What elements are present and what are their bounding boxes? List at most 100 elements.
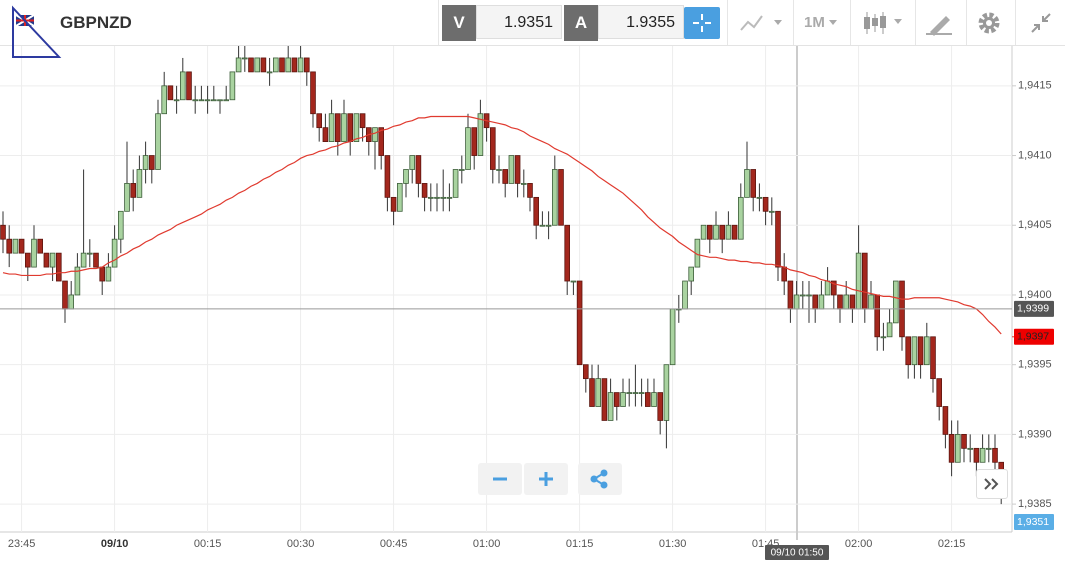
toolbar: GBPNZD V 1.9351 A 1.9355 1M	[0, 0, 1065, 58]
candle-body	[179, 71, 186, 101]
candle-body	[800, 294, 806, 297]
collapse-button[interactable]	[1028, 10, 1056, 38]
candle-body	[527, 183, 533, 198]
candle-body	[310, 71, 316, 115]
moving-average-line	[2, 115, 1002, 335]
candle-body	[601, 378, 608, 421]
crosshair-price-label-box	[1014, 300, 1054, 317]
candle-body	[186, 71, 192, 101]
y-tick-label: 1,9400	[1018, 289, 1052, 301]
candle-body	[347, 113, 353, 143]
candle-body	[713, 224, 719, 240]
x-tick-label: 02:15	[938, 538, 966, 550]
candle-body	[297, 57, 304, 73]
y-tick-label: 1,9385	[1018, 498, 1052, 510]
settings-button[interactable]	[976, 10, 1004, 38]
candle-body	[260, 57, 267, 73]
candle-body	[514, 155, 521, 184]
candle-body	[979, 447, 986, 463]
candle-body	[626, 392, 632, 394]
scroll-right-button[interactable]	[976, 469, 1008, 499]
last-price-label: 1,9351	[1017, 516, 1049, 528]
candle-body	[87, 252, 93, 255]
candle-body	[427, 196, 434, 199]
crosshair-time-box	[765, 545, 829, 560]
x-tick-label: 01:30	[659, 538, 687, 550]
candle-body	[769, 210, 775, 213]
candle-body	[744, 169, 750, 198]
candle-body	[31, 238, 37, 268]
candle-body	[663, 364, 670, 421]
candle-body	[142, 155, 149, 170]
candle-body	[99, 266, 106, 282]
candle-body	[725, 224, 732, 240]
candle-body	[217, 99, 223, 102]
candle-body	[936, 378, 942, 407]
zoom-controls	[478, 463, 622, 495]
candle-body	[942, 406, 949, 435]
ask-tag: A	[564, 5, 598, 41]
candle-body	[322, 127, 329, 142]
candle-body	[992, 447, 998, 463]
zoom-out-button[interactable]	[478, 463, 522, 495]
candle-body	[111, 238, 118, 268]
candle-body	[489, 127, 496, 170]
candle-body	[762, 196, 769, 212]
candle-body	[837, 294, 843, 310]
crosshair-button[interactable]	[684, 7, 720, 39]
last-price-label-box	[1014, 514, 1054, 530]
candle-body	[229, 71, 236, 101]
x-tick-label: 00:15	[194, 538, 222, 550]
candle-body	[93, 252, 99, 268]
candle-body	[552, 169, 558, 226]
candle-body	[700, 224, 707, 240]
draw-button[interactable]	[924, 10, 956, 36]
y-tick-label: 1,9405	[1018, 219, 1052, 231]
candle-body	[272, 57, 279, 73]
candle-body	[328, 113, 335, 143]
candle-body	[911, 336, 918, 366]
candle-body	[192, 99, 199, 102]
x-tick-label: 00:30	[287, 538, 315, 550]
candle-body	[6, 238, 12, 254]
candle-body	[18, 238, 25, 254]
candle-body	[434, 196, 440, 199]
indicator-button[interactable]	[738, 10, 788, 36]
zoom-in-button[interactable]	[524, 463, 568, 495]
candle-body	[614, 392, 620, 407]
candle-body	[204, 99, 211, 102]
candle-body	[465, 127, 471, 170]
candle-body	[285, 57, 291, 73]
candle-body	[74, 266, 81, 296]
ma-price-label: 1,9397	[1017, 331, 1049, 343]
candle-body	[570, 280, 577, 283]
candle-body	[37, 238, 43, 254]
candle-body	[632, 392, 639, 394]
share-button[interactable]	[578, 463, 622, 495]
candle-body	[793, 294, 800, 310]
candle-body	[719, 224, 725, 240]
candle-body	[167, 85, 174, 101]
candle-body	[384, 155, 391, 198]
candle-body	[880, 336, 887, 339]
candle-body	[831, 280, 837, 296]
chart-type-button[interactable]	[858, 8, 908, 38]
candle-body	[49, 252, 56, 268]
candle-body	[24, 252, 31, 268]
candle-body	[781, 266, 787, 282]
candle-body	[961, 433, 967, 449]
candle-body	[905, 336, 911, 366]
candle-body	[595, 378, 601, 407]
candle-body	[756, 196, 763, 199]
candle-body	[68, 294, 75, 310]
candle-body	[849, 294, 856, 310]
candle-body	[56, 252, 62, 282]
candle-body	[390, 196, 397, 212]
interval-button[interactable]: 1M	[804, 14, 825, 31]
candle-body	[545, 224, 552, 227]
candle-body	[967, 447, 973, 450]
candle-body	[750, 169, 756, 198]
candle-body	[917, 336, 924, 366]
candle-body	[868, 294, 874, 310]
candle-body	[372, 127, 378, 142]
